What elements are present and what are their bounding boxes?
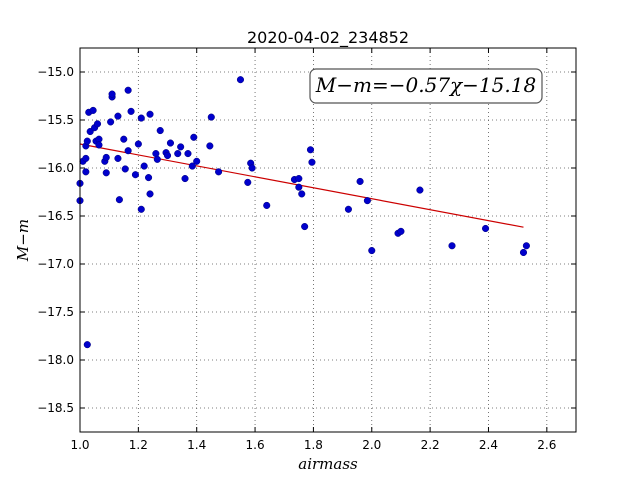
data-point bbox=[193, 157, 201, 165]
data-point bbox=[215, 168, 223, 176]
data-point bbox=[368, 247, 376, 255]
chart-title: 2020-04-02_234852 bbox=[247, 28, 409, 48]
data-point bbox=[82, 168, 90, 176]
data-point bbox=[107, 118, 115, 126]
data-point bbox=[236, 76, 245, 84]
data-point bbox=[166, 139, 174, 147]
data-point bbox=[152, 150, 160, 158]
data-point bbox=[295, 175, 303, 183]
data-point bbox=[115, 196, 123, 204]
data-point bbox=[397, 227, 405, 235]
data-point bbox=[248, 164, 256, 172]
data-point bbox=[145, 174, 153, 182]
data-point bbox=[89, 106, 97, 114]
y-tick-label: −17.0 bbox=[37, 257, 74, 271]
data-point bbox=[93, 120, 102, 128]
data-point bbox=[308, 158, 316, 166]
data-point bbox=[301, 223, 309, 231]
x-tick-label: 1.0 bbox=[70, 438, 89, 452]
plot-frame bbox=[79, 47, 577, 433]
data-point bbox=[181, 175, 189, 183]
y-tick-label: −18.5 bbox=[37, 401, 74, 415]
grid-lines bbox=[80, 48, 576, 432]
data-point bbox=[134, 140, 142, 148]
y-axis-label: M−m bbox=[14, 219, 32, 262]
data-point bbox=[124, 147, 132, 155]
data-point bbox=[190, 133, 198, 141]
data-point bbox=[137, 205, 145, 213]
x-tick-label: 2.4 bbox=[479, 438, 498, 452]
data-point bbox=[95, 141, 103, 149]
data-point bbox=[263, 201, 271, 209]
x-tick-labels: 1.0 1.2 1.4 1.6 1.8 2.0 2.2 2.4 2.6 bbox=[70, 438, 556, 452]
data-point bbox=[146, 110, 154, 118]
equation-box bbox=[309, 68, 543, 104]
y-tick-label: −16.0 bbox=[37, 161, 74, 175]
data-point bbox=[140, 162, 148, 170]
data-point bbox=[416, 186, 424, 194]
data-point bbox=[163, 151, 172, 160]
data-point bbox=[124, 86, 132, 94]
equation-text: M−m=−0.57χ−15.18 bbox=[315, 73, 536, 97]
data-point bbox=[102, 153, 110, 161]
data-point bbox=[177, 143, 185, 151]
x-tick-label: 1.2 bbox=[129, 438, 148, 452]
x-axis-label: airmass bbox=[298, 455, 358, 473]
x-tick-label: 2.0 bbox=[362, 438, 381, 452]
data-point bbox=[137, 114, 145, 122]
x-tick-label: 1.4 bbox=[187, 438, 206, 452]
data-point bbox=[207, 113, 215, 121]
data-point bbox=[482, 224, 490, 233]
data-point bbox=[244, 178, 252, 186]
data-point bbox=[121, 165, 129, 173]
data-point bbox=[356, 177, 364, 185]
data-point bbox=[131, 171, 139, 179]
x-tick-label: 1.8 bbox=[304, 438, 323, 452]
data-point bbox=[120, 135, 128, 143]
equation-annotation: M−m=−0.57χ−15.18 bbox=[309, 68, 543, 104]
x-tick-label: 1.6 bbox=[246, 438, 265, 452]
data-point bbox=[83, 137, 91, 145]
data-point bbox=[448, 242, 456, 250]
data-point bbox=[188, 162, 196, 170]
y-tick-label: −18.0 bbox=[37, 353, 74, 367]
y-tick-label: −17.5 bbox=[37, 305, 74, 319]
y-tick-label: −16.5 bbox=[37, 209, 74, 223]
data-point bbox=[344, 205, 352, 213]
x-tick-label: 2.6 bbox=[537, 438, 556, 452]
data-point bbox=[295, 183, 303, 191]
data-point bbox=[153, 155, 161, 163]
y-tick-label: −15.0 bbox=[37, 65, 74, 79]
data-point bbox=[146, 190, 154, 198]
data-point bbox=[83, 341, 91, 349]
data-point bbox=[298, 190, 306, 198]
data-point bbox=[363, 197, 371, 205]
data-point bbox=[156, 127, 164, 135]
axis-ticks bbox=[79, 48, 576, 432]
data-point bbox=[174, 150, 182, 158]
data-point bbox=[102, 169, 110, 177]
data-point bbox=[108, 90, 116, 98]
data-point bbox=[114, 154, 122, 162]
data-point bbox=[522, 242, 530, 250]
data-point bbox=[206, 142, 214, 150]
data-point bbox=[114, 112, 122, 120]
data-point bbox=[82, 154, 90, 162]
data-point bbox=[127, 107, 135, 115]
data-point bbox=[306, 146, 315, 154]
y-tick-label: −15.5 bbox=[37, 113, 74, 127]
y-tick-labels: −15.0 −15.5 −16.0 −16.5 −17.0 −17.5 −18.0 −18.5 bbox=[37, 65, 74, 415]
data-point bbox=[184, 150, 192, 158]
data-points bbox=[76, 76, 530, 349]
x-tick-label: 2.2 bbox=[421, 438, 440, 452]
data-point bbox=[519, 248, 528, 257]
